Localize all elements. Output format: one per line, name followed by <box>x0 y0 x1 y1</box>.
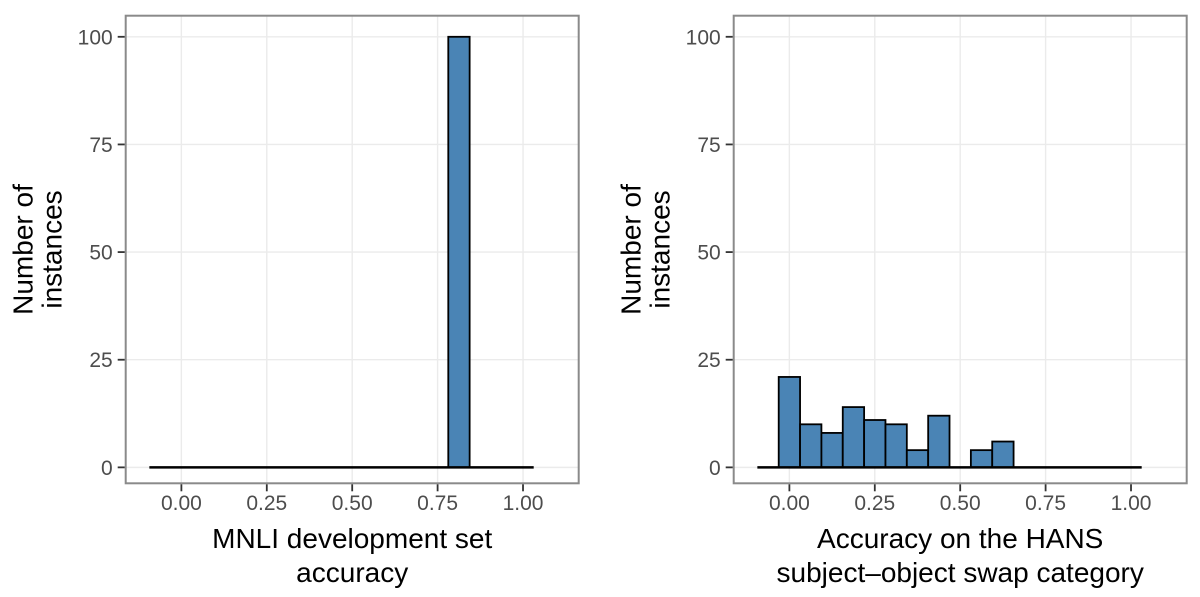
y-axis-tick-label: 0 <box>101 457 113 480</box>
x-axis-tick-label: 0.50 <box>940 492 981 515</box>
histogram-bar <box>447 35 471 469</box>
y-axis-tick-label: 25 <box>697 349 720 372</box>
x-axis-title: subject–object swap category <box>777 557 1144 588</box>
x-axis-tick-label: 1.00 <box>503 492 544 515</box>
x-axis-tick-label: 1.00 <box>1111 492 1152 515</box>
y-axis-tick-label: 25 <box>89 349 112 372</box>
y-axis-tick-label: 75 <box>89 134 112 157</box>
x-axis-tick-label: 0.00 <box>769 492 810 515</box>
histogram-bar <box>884 423 908 469</box>
x-axis-tick-label: 0.50 <box>332 492 373 515</box>
histogram-bar <box>777 376 801 469</box>
x-axis-tick-label: 0.25 <box>246 492 287 515</box>
histogram-panel: 0.00 0.25 0.50 0.75 1.00 0 25 50 75 100 MNLI devel… <box>8 14 580 588</box>
histogram-panel: 0.00 0.25 0.50 0.75 1.00 0 25 50 75 100 Accuracy o… <box>616 14 1188 588</box>
histogram-bar <box>905 449 930 469</box>
x-axis-tick-label: 0.25 <box>854 492 895 515</box>
x-axis-tick-label: 0.75 <box>1025 492 1066 515</box>
y-axis-title: Number of <box>616 184 647 315</box>
y-axis-tick-label: 0 <box>709 457 721 480</box>
y-axis-tick-label: 100 <box>686 26 721 49</box>
y-axis-title: instances <box>645 190 676 308</box>
histogram-bar <box>820 432 844 469</box>
y-axis-tick-label: 50 <box>697 242 720 265</box>
histogram-bar <box>927 414 951 469</box>
panel-border <box>124 14 580 485</box>
panel-border <box>732 14 1188 485</box>
x-axis-title: Accuracy on the HANS <box>817 523 1103 554</box>
x-axis-tick-label: 0.00 <box>161 492 202 515</box>
histogram-bar <box>799 423 823 469</box>
x-axis-title: MNLI development set <box>212 523 492 554</box>
histogram-bar <box>991 440 1015 469</box>
y-axis-title: instances <box>37 190 68 308</box>
histogram-bar <box>841 406 866 469</box>
y-axis-tick-label: 50 <box>89 242 112 265</box>
y-axis-tick-label: 100 <box>78 26 113 49</box>
histogram-bar <box>969 449 994 469</box>
x-axis-tick-label: 0.75 <box>417 492 458 515</box>
histogram-bar <box>863 419 887 469</box>
y-axis-tick-label: 75 <box>697 134 720 157</box>
x-axis-title: accuracy <box>296 557 408 588</box>
y-axis-title: Number of <box>8 184 39 315</box>
